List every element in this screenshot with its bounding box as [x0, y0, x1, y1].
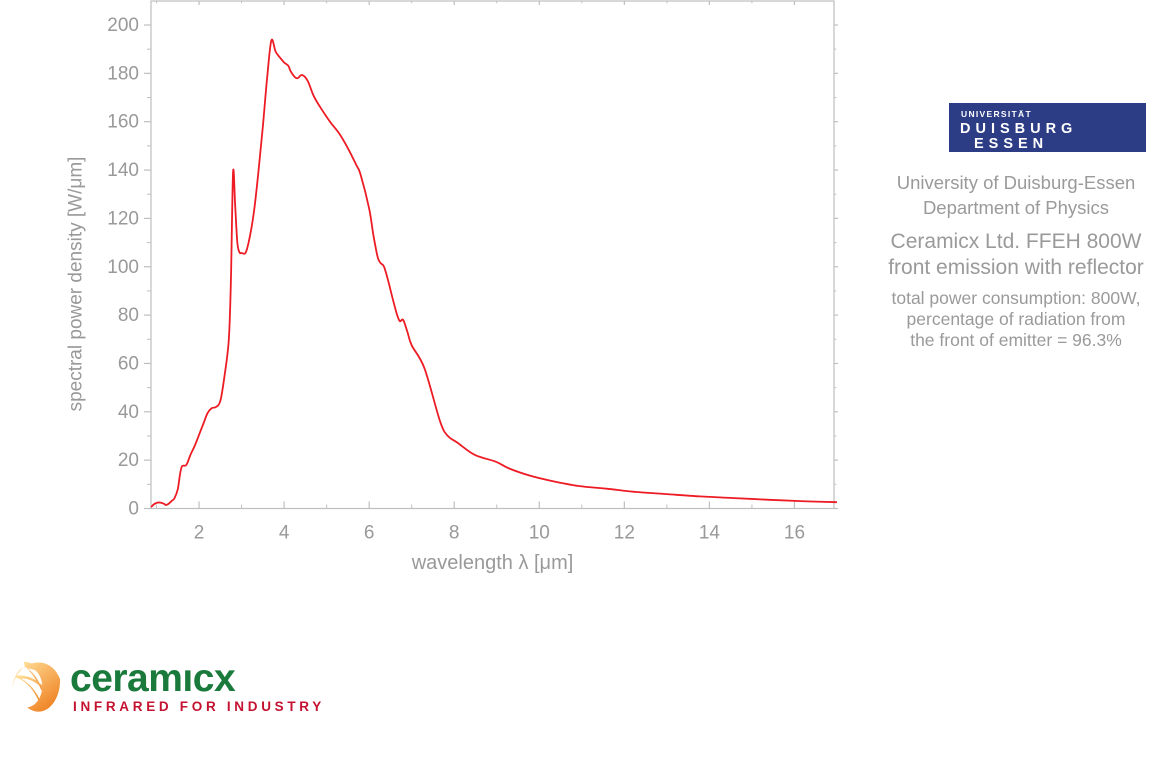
svg-text:100: 100: [107, 257, 139, 278]
svg-text:120: 120: [107, 208, 139, 229]
svg-text:4: 4: [279, 523, 290, 544]
svg-text:40: 40: [118, 402, 139, 423]
svg-text:60: 60: [118, 353, 139, 374]
svg-text:160: 160: [107, 112, 139, 133]
svg-text:80: 80: [118, 305, 139, 326]
svg-text:6: 6: [364, 523, 375, 544]
svg-text:10: 10: [529, 523, 550, 544]
svg-text:200: 200: [107, 15, 139, 36]
svg-text:140: 140: [107, 160, 139, 181]
svg-text:16: 16: [784, 523, 805, 544]
svg-text:180: 180: [107, 63, 139, 84]
svg-text:12: 12: [614, 523, 635, 544]
svg-text:2: 2: [194, 523, 205, 544]
svg-text:0: 0: [128, 499, 139, 520]
svg-text:20: 20: [118, 450, 139, 471]
svg-text:14: 14: [699, 523, 721, 544]
svg-text:8: 8: [449, 523, 460, 544]
